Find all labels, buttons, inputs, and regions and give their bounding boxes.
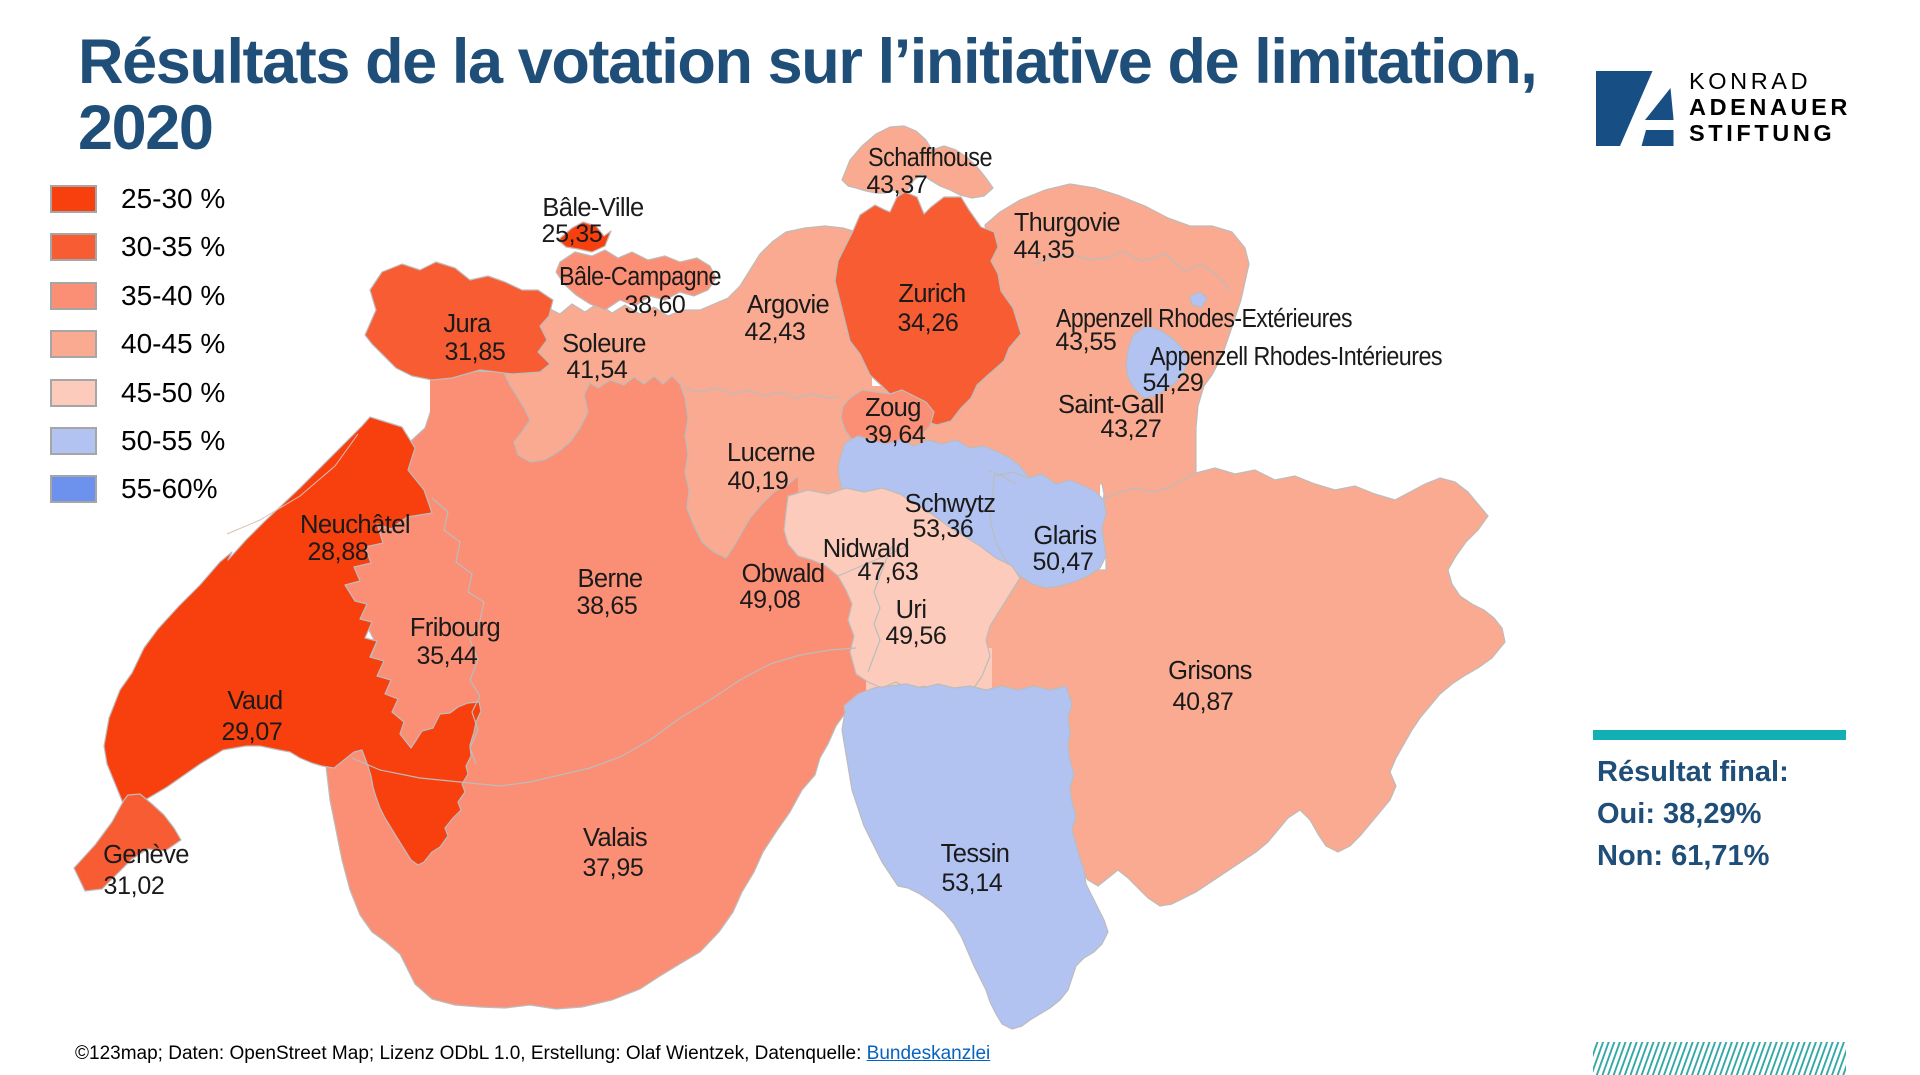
svg-text:Grisons: Grisons [1168,657,1252,685]
svg-text:Fribourg: Fribourg [410,614,500,642]
svg-text:31,85: 31,85 [444,338,505,366]
svg-text:40,19: 40,19 [727,467,788,495]
svg-text:Jura: Jura [443,310,492,338]
svg-text:Soleure: Soleure [562,330,646,358]
svg-text:43,37: 43,37 [866,171,927,199]
svg-text:Appenzell Rhodes-Intérieures: Appenzell Rhodes-Intérieures [1150,343,1442,371]
svg-text:29,07: 29,07 [221,718,282,746]
svg-text:Appenzell Rhodes-Extérieures: Appenzell Rhodes-Extérieures [1056,305,1352,333]
svg-text:Berne: Berne [577,565,642,593]
svg-text:Bâle-Campagne: Bâle-Campagne [559,263,721,291]
svg-text:39,64: 39,64 [864,421,925,449]
svg-text:Argovie: Argovie [747,291,830,319]
svg-text:Glaris: Glaris [1034,522,1097,550]
svg-text:Schaffhouse: Schaffhouse [868,144,992,172]
svg-text:Uri: Uri [896,596,927,624]
svg-text:Tessin: Tessin [941,840,1010,868]
svg-text:54,29: 54,29 [1142,369,1203,397]
svg-text:53,14: 53,14 [941,869,1002,897]
svg-text:28,88: 28,88 [307,538,368,566]
svg-text:Lucerne: Lucerne [727,439,815,467]
svg-text:Zurich: Zurich [898,280,965,308]
svg-text:35,44: 35,44 [416,642,477,670]
svg-text:44,35: 44,35 [1013,236,1074,264]
svg-text:Genève: Genève [103,841,189,869]
svg-text:42,43: 42,43 [744,318,805,346]
svg-text:41,54: 41,54 [566,356,627,384]
svg-text:Neuchâtel: Neuchâtel [300,511,410,539]
svg-text:49,56: 49,56 [885,622,946,650]
svg-text:43,27: 43,27 [1100,415,1161,443]
svg-text:Obwald: Obwald [742,560,825,588]
svg-text:Vaud: Vaud [227,687,282,715]
svg-text:50,47: 50,47 [1032,548,1093,576]
svg-text:31,02: 31,02 [103,872,164,900]
svg-text:40,87: 40,87 [1172,688,1233,716]
svg-text:37,95: 37,95 [582,854,643,882]
svg-text:53,36: 53,36 [912,515,973,543]
svg-text:38,65: 38,65 [576,592,637,620]
svg-text:Thurgovie: Thurgovie [1014,209,1120,237]
svg-text:Bâle-Ville: Bâle-Ville [542,194,644,222]
svg-text:38,60: 38,60 [624,291,685,319]
svg-text:47,63: 47,63 [857,558,918,586]
svg-text:34,26: 34,26 [897,309,958,337]
svg-text:Valais: Valais [583,824,647,852]
svg-text:Zoug: Zoug [865,394,921,422]
svg-text:Nidwald: Nidwald [823,535,910,563]
svg-text:43,55: 43,55 [1055,328,1116,356]
svg-text:49,08: 49,08 [739,586,800,614]
svg-text:Schwytz: Schwytz [905,490,996,518]
svg-text:25,35: 25,35 [541,220,602,248]
svg-text:Saint-Gall: Saint-Gall [1058,391,1164,419]
